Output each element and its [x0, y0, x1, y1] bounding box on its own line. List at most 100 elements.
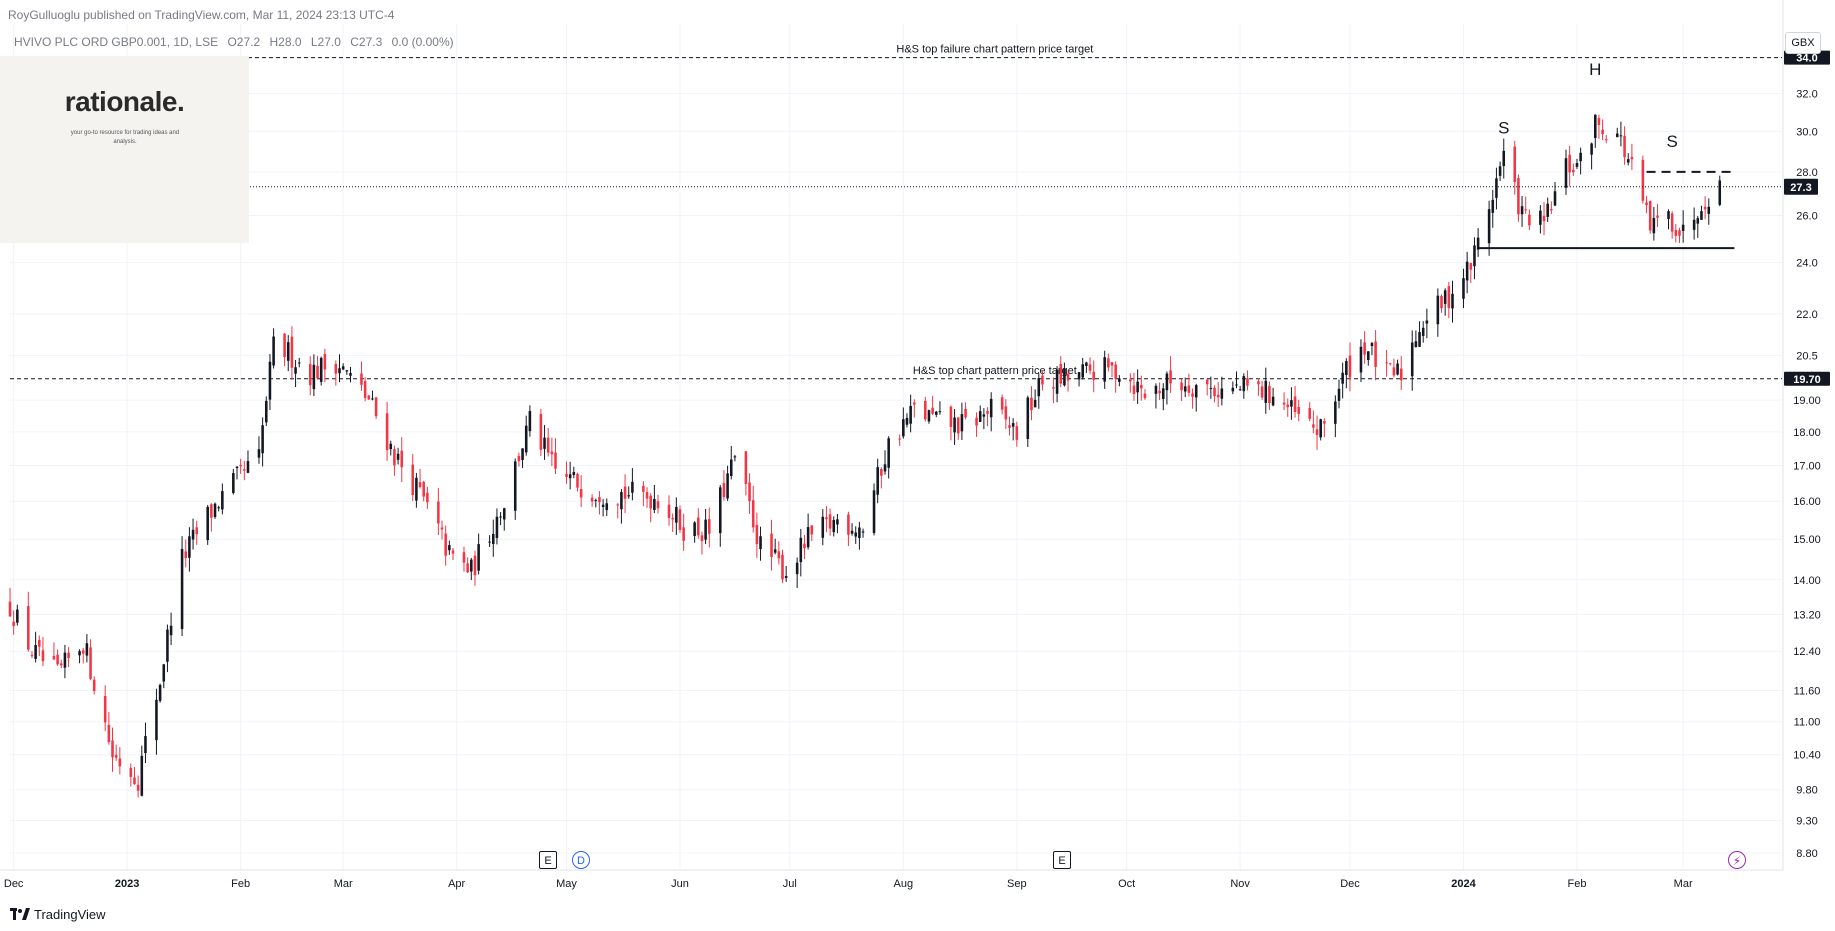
candle-down — [184, 551, 188, 559]
candle-up — [34, 645, 37, 659]
candle-down — [1513, 146, 1517, 182]
candle-up — [909, 405, 912, 424]
candle-down — [576, 473, 579, 488]
earnings-event-icon[interactable]: E — [1053, 851, 1071, 869]
candle-up — [213, 503, 217, 518]
candle-up — [832, 519, 836, 533]
candle-up — [396, 453, 400, 460]
candle-down — [67, 652, 70, 659]
candle-up — [144, 736, 147, 754]
candle-up — [1341, 372, 1344, 384]
candle-down — [195, 527, 199, 535]
ohlc-close: C27.3 — [350, 35, 383, 49]
candle-down — [1088, 364, 1092, 371]
candle-up — [1520, 206, 1524, 215]
candle-down — [1041, 375, 1044, 385]
last-price-label: 27.3 — [1790, 182, 1811, 194]
candle-down — [92, 679, 96, 692]
candle-down — [880, 469, 883, 476]
candle-down — [12, 621, 15, 627]
y-tick-label: 13.20 — [1793, 609, 1821, 621]
candle-down — [1601, 129, 1604, 135]
candle-down — [89, 647, 92, 679]
candle-down — [1440, 295, 1443, 309]
candle-down — [426, 492, 429, 503]
candle-down — [1158, 390, 1161, 394]
candle-down — [1641, 159, 1645, 201]
candle-down — [1114, 364, 1117, 379]
candle-up — [221, 491, 224, 510]
candle-down — [847, 514, 850, 535]
earnings-event-icon[interactable]: E — [539, 851, 557, 869]
candle-down — [129, 767, 133, 777]
candle-up — [858, 527, 861, 538]
currency-unit-button[interactable]: GBX — [1785, 32, 1821, 54]
candle-down — [1092, 371, 1095, 380]
candle-up — [1491, 199, 1495, 213]
symbol-legend: HVIVO PLC ORD GBP0.001, 1D, LSE O27.2 H2… — [14, 35, 460, 49]
tradingview-brand[interactable]: TradingView — [10, 907, 106, 922]
dividend-event-icon[interactable]: D — [572, 851, 590, 869]
y-tick-label: 17.00 — [1793, 461, 1821, 473]
candle-down — [623, 486, 627, 499]
y-tick-label: 12.40 — [1793, 646, 1821, 658]
candle-down — [451, 550, 455, 554]
candle-up — [502, 508, 506, 520]
candle-up — [902, 419, 905, 437]
candle-down — [283, 333, 286, 358]
candle-up — [675, 506, 678, 523]
candles-layer — [8, 114, 1722, 798]
candle-up — [854, 532, 858, 537]
candle-up — [158, 684, 162, 701]
candle-up — [1154, 385, 1158, 394]
candle-up — [601, 504, 605, 507]
candle-up — [1238, 389, 1242, 391]
candle-up — [759, 536, 762, 550]
candle-up — [784, 575, 788, 578]
candle-down — [400, 450, 404, 468]
candle-up — [1462, 278, 1465, 299]
candle-up — [1063, 368, 1066, 386]
candle-up — [491, 533, 495, 545]
candle-up — [513, 461, 517, 511]
candle-up — [338, 368, 341, 374]
candle-up — [169, 625, 173, 636]
candle-down — [1143, 393, 1147, 399]
candle-down — [111, 740, 114, 758]
candle-up — [1220, 388, 1224, 399]
price-target-tag-label: 34.0 — [1796, 53, 1817, 65]
x-tick-label: Dec — [1340, 878, 1360, 890]
y-tick-label: 26.0 — [1796, 211, 1817, 223]
candle-up — [733, 456, 737, 458]
candle-down — [616, 504, 620, 506]
candle-up — [1235, 384, 1238, 386]
price-target-tag-label: 19.70 — [1793, 374, 1821, 386]
candle-down — [565, 473, 568, 477]
y-tick-label: 15.00 — [1793, 534, 1821, 546]
candle-down — [81, 650, 85, 654]
candle-down — [913, 402, 916, 405]
footer-brand-label: TradingView — [34, 907, 106, 922]
x-tick-label: Jun — [671, 878, 689, 890]
y-tick-label: 24.0 — [1796, 258, 1817, 270]
candle-down — [1469, 262, 1473, 270]
candle-down — [1030, 397, 1033, 411]
candle-up — [268, 361, 272, 400]
candle-up — [162, 664, 166, 682]
candle-down — [367, 395, 371, 400]
candle-down — [770, 533, 773, 557]
candle-up — [206, 506, 209, 541]
candle-down — [323, 353, 327, 370]
candle-up — [1615, 133, 1619, 138]
candle-down — [308, 364, 312, 386]
candle-up — [1085, 362, 1088, 366]
candle-up — [415, 477, 418, 501]
candle-up — [521, 448, 524, 460]
candle-down — [1260, 386, 1264, 398]
candle-up — [1590, 143, 1593, 155]
split-event-icon[interactable]: ⚡ — [1728, 851, 1746, 869]
candle-up — [872, 490, 876, 534]
candle-up — [180, 549, 184, 630]
candle-down — [1703, 206, 1707, 210]
